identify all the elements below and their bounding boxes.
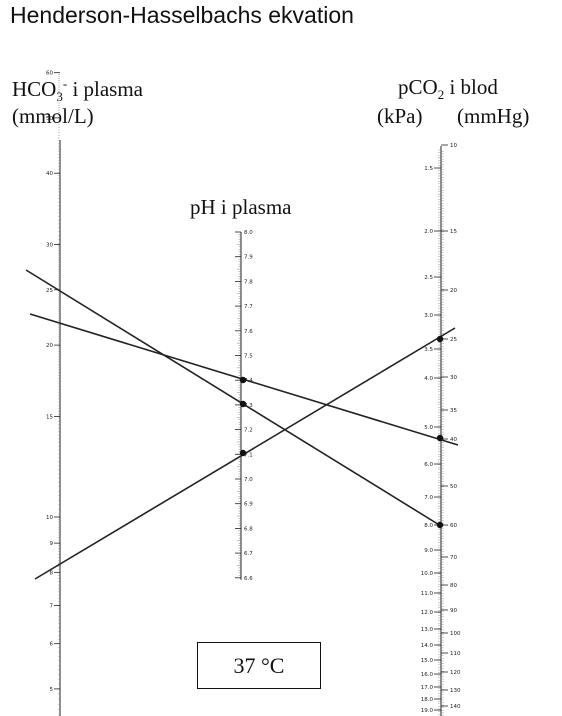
pco2-mmhg-tick-label: 120 bbox=[450, 670, 461, 676]
ph-tick-label: 7.7 bbox=[244, 304, 253, 310]
pco2-kpa-tick-label: 10.0 bbox=[421, 571, 434, 577]
pco2-mmhg-tick-label: 10 bbox=[450, 143, 457, 149]
pco2-mmhg-tick-label: 25 bbox=[450, 337, 457, 343]
pco2-kpa-tick-label: 16.0 bbox=[421, 672, 434, 678]
hco3-unit-label: (mmol/L) bbox=[12, 104, 94, 128]
pco2-mmhg-tick-label: 15 bbox=[450, 229, 457, 235]
hco3-tick-label: 15 bbox=[46, 414, 53, 420]
ph-tick-label: 6.8 bbox=[244, 526, 253, 532]
pco2-mmhg-tick-label: 140 bbox=[450, 704, 461, 710]
pco2-kpa-tick-label: 7.0 bbox=[424, 495, 433, 501]
pco2-kpa-unit: (kPa) bbox=[377, 104, 423, 128]
pco2-mmhg-tick-label: 35 bbox=[450, 408, 457, 414]
pco2-mmhg-tick-label: 80 bbox=[450, 583, 457, 589]
pco2-mmhg-tick-label: 70 bbox=[450, 555, 457, 561]
hco3-label-rest: i plasma bbox=[67, 77, 144, 101]
ph-tick-label: 7.0 bbox=[244, 477, 253, 483]
hco3-axis-label: HCO3- i plasma bbox=[12, 77, 143, 103]
hco3-tick-label: 5 bbox=[50, 687, 54, 693]
ph-tick-label: 7.6 bbox=[244, 329, 253, 335]
temperature-box: 37 °C bbox=[197, 642, 321, 689]
pco2-mmhg-tick-label: 60 bbox=[450, 523, 457, 529]
intersection-dot bbox=[239, 449, 247, 457]
hco3-label-sup: - bbox=[62, 76, 68, 91]
pco2-kpa-tick-label: 9.0 bbox=[424, 548, 433, 554]
pco2-label-rest: i blod bbox=[444, 75, 498, 99]
nomogram-lines bbox=[25, 269, 459, 580]
intersection-dot bbox=[436, 434, 444, 442]
intersection-dot bbox=[436, 521, 444, 529]
pco2-axis-label: pCO2 i blod bbox=[398, 75, 498, 103]
pco2-kpa-tick-label: 12.0 bbox=[421, 610, 434, 616]
ph-tick-label: 6.6 bbox=[244, 576, 253, 582]
pco2-kpa-tick-label: 14.0 bbox=[421, 643, 434, 649]
ph-tick-label: 7.5 bbox=[244, 354, 253, 360]
ph-tick-label: 8.0 bbox=[244, 230, 253, 236]
hco3-scale: 4567891015202530405060 bbox=[46, 71, 61, 716]
pco2-kpa-tick-label: 1.5 bbox=[424, 166, 433, 172]
pco2-mmhg-tick-label: 110 bbox=[450, 651, 461, 657]
ph-tick-label: 7.8 bbox=[244, 279, 253, 285]
hco3-tick-label: 40 bbox=[46, 171, 53, 177]
pco2-kpa-tick-label: 2.5 bbox=[424, 275, 433, 281]
pco2-kpa-tick-label: 15.0 bbox=[421, 658, 434, 664]
hco3-tick-label: 50 bbox=[46, 116, 53, 122]
hco3-tick-label: 60 bbox=[46, 71, 53, 77]
pco2-mmhg-tick-label: 20 bbox=[450, 288, 457, 294]
pco2-kpa-tick-label: 13.0 bbox=[421, 627, 434, 633]
pco2-kpa-tick-label: 3.5 bbox=[424, 347, 433, 353]
ph-tick-label: 7.3 bbox=[244, 403, 253, 409]
hco3-tick-label: 10 bbox=[46, 515, 53, 521]
hco3-tick-label: 30 bbox=[46, 243, 53, 249]
ph-tick-label: 6.9 bbox=[244, 502, 253, 508]
pco2-mmhg-tick-label: 100 bbox=[450, 631, 461, 637]
pco2-mmhg-tick-label: 40 bbox=[450, 437, 457, 443]
pco2-kpa-tick-label: 6.0 bbox=[424, 462, 433, 468]
pco2-kpa-tick-label: 4.0 bbox=[424, 376, 433, 382]
pco2-kpa-tick-label: 18.0 bbox=[421, 697, 434, 703]
pco2-mmhg-tick-label: 30 bbox=[450, 375, 457, 381]
pco2-kpa-tick-label: 19.0 bbox=[421, 708, 434, 714]
pco2-mmhg-tick-label: 50 bbox=[450, 484, 457, 490]
pco2-mmhg-tick-label: 90 bbox=[450, 608, 457, 614]
pco2-kpa-tick-label: 11.0 bbox=[421, 591, 434, 597]
hco3-tick-label: 20 bbox=[46, 343, 53, 349]
pco2-kpa-tick-label: 2.0 bbox=[424, 229, 433, 235]
hco3-tick-label: 6 bbox=[50, 642, 54, 648]
ph-axis-label: pH i plasma bbox=[190, 195, 292, 219]
pco2-scale: 1.5 2.0 2.5 3.0 3.5 4.0 5.0 6.0 7.0 8.0 9.0 10.0 11.… bbox=[421, 143, 461, 716]
hco3-label-main: HCO bbox=[12, 77, 57, 101]
hco3-label-sub: 3 bbox=[56, 89, 63, 105]
ph-tick-label: 7.2 bbox=[244, 428, 253, 434]
ph-tick-label: 7.1 bbox=[244, 452, 253, 458]
ph-tick-label: 6.7 bbox=[244, 551, 253, 557]
pco2-kpa-tick-label: 5.0 bbox=[424, 425, 433, 431]
pco2-kpa-tick-label: 3.0 bbox=[424, 313, 433, 319]
pco2-label-sub: 2 bbox=[437, 87, 445, 103]
pco2-kpa-tick-label: 17.0 bbox=[421, 685, 434, 691]
pco2-kpa-tick-label: 8.0 bbox=[424, 523, 433, 529]
hco3-tick-label: 25 bbox=[46, 288, 53, 294]
isopleth-line bbox=[25, 269, 442, 527]
hco3-tick-label: 9 bbox=[50, 541, 54, 547]
hco3-tick-label: 7 bbox=[50, 603, 54, 609]
pco2-mmhg-tick-label: 130 bbox=[450, 688, 461, 694]
pco2-mmhg-unit: (mmHg) bbox=[457, 104, 530, 128]
intersection-dot bbox=[436, 335, 444, 343]
ph-tick-label: 7.9 bbox=[244, 255, 253, 261]
pco2-label-main: pCO bbox=[398, 75, 438, 99]
intersection-dot bbox=[239, 400, 247, 408]
intersection-dot bbox=[239, 376, 247, 384]
page-title: Henderson-Hasselbachs ekvation bbox=[10, 2, 354, 28]
hco3-tick-label: 8 bbox=[50, 570, 54, 576]
